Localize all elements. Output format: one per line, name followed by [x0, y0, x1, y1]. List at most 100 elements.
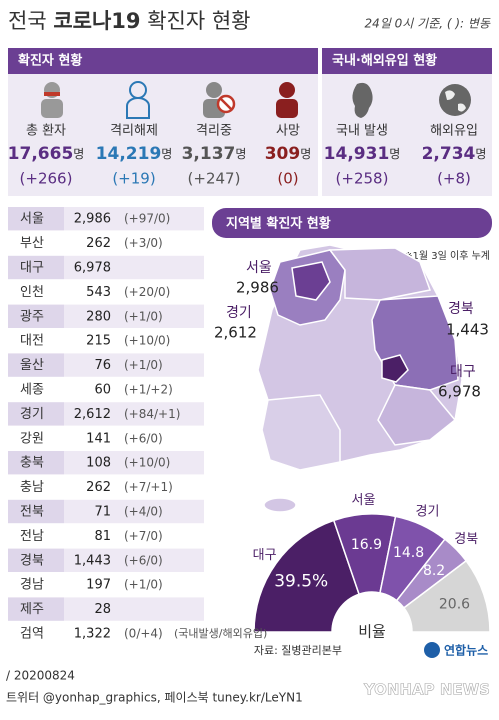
region-name: 경남: [20, 578, 44, 593]
region-name: 서울: [20, 212, 44, 227]
region-change: (+1/+2): [124, 383, 173, 397]
stat-unit: 명: [300, 147, 311, 161]
donut-category: 경기: [415, 505, 439, 520]
icon-released: [126, 81, 150, 119]
map-region-value: 6,978: [438, 383, 481, 401]
row-band: [64, 548, 204, 572]
region-total: 2,986: [74, 212, 111, 227]
region-change: (+6/0): [124, 553, 163, 567]
stat-change: (+258): [336, 170, 389, 188]
region-total: 215: [86, 334, 111, 349]
region-total: 543: [86, 285, 111, 300]
region-name: 대전: [20, 334, 44, 349]
stat-change: (+247): [188, 170, 241, 188]
title: 전국 코로나19 확진자 현황: [8, 9, 250, 33]
stat-value: 17,665명: [8, 144, 85, 164]
row-band: [64, 499, 204, 524]
row-band: [8, 402, 64, 426]
title-part: 전국: [8, 9, 53, 33]
donut-value: 8.2: [423, 563, 445, 579]
row-band: [8, 207, 64, 231]
watermark: YONHAP NEWS: [363, 681, 490, 699]
region-total: 141: [86, 431, 111, 446]
region-name: 경기: [20, 407, 44, 422]
region-change: (+1/0): [124, 309, 163, 323]
row-band: [64, 451, 204, 475]
row-band: [8, 353, 64, 377]
donut-segment: [402, 559, 491, 633]
region-total: 71: [94, 505, 111, 520]
stat-value: 3,137명: [182, 144, 247, 164]
stat-unit: 명: [161, 147, 172, 161]
region-total: 76: [94, 358, 111, 373]
region-change: (+4/0): [124, 505, 163, 519]
map-region-value: 1,443: [446, 321, 489, 339]
region-name: 제주: [20, 602, 44, 617]
stat-label: 국내 발생: [336, 124, 388, 139]
region-change: (+6/0): [124, 431, 163, 445]
donut-value: 39.5%: [274, 571, 328, 591]
source: 자료: 질병관리본부: [254, 644, 342, 657]
map-region-name: 경기: [226, 305, 252, 321]
region-name: 강원: [20, 431, 44, 446]
stat-change: (+266): [20, 170, 73, 188]
donut-category: 서울: [352, 493, 376, 508]
icon-patient: [41, 82, 63, 118]
donut-category: 대구: [253, 548, 277, 563]
region-total: 81: [94, 529, 111, 544]
region-total: 28: [94, 602, 111, 617]
logo: 연합뉴스: [444, 643, 488, 658]
donut-value: 14.8: [393, 545, 424, 561]
region-name: 부산: [20, 236, 44, 251]
region-name: 인천: [20, 285, 44, 300]
region-name: 광주: [20, 309, 44, 324]
donut-value: 20.6: [439, 596, 470, 612]
stat-number: 14,219: [96, 144, 162, 164]
region-change: (+10/0): [124, 456, 170, 470]
map-region-name: 서울: [246, 260, 272, 276]
row-band: [8, 304, 64, 328]
region-name: 전북: [20, 505, 44, 520]
sns: 트위터 @yonhap_graphics, 페이스북 tuney.kr/LeYN…: [6, 691, 303, 705]
region-change: (+10/0): [124, 334, 170, 348]
stat-label: 총 환자: [26, 124, 66, 139]
region-change: (+3/0): [124, 236, 163, 250]
basis: 24일 0시 기준, ( ): 변동: [365, 17, 491, 31]
stat-number: 17,665: [8, 144, 74, 164]
region-name: 울산: [20, 358, 44, 373]
region-change: (+1/0): [124, 578, 163, 592]
stat-unit: 명: [475, 147, 486, 161]
stat-value: 2,734명: [422, 144, 487, 164]
row-band: [64, 207, 204, 231]
stat-unit: 명: [389, 147, 400, 161]
icon-korea: [352, 82, 373, 118]
stat-number: 2,734: [422, 144, 476, 164]
region-change: (0/+4): [124, 627, 163, 641]
region-change: (+97/0): [124, 212, 170, 226]
donut-center: 비율: [358, 623, 386, 641]
stat-value: 309명: [265, 144, 312, 164]
map: [257, 244, 463, 513]
region-name: 전남: [20, 529, 44, 544]
panel-title: 확진자 현황: [18, 53, 82, 69]
stat-change: (0): [277, 170, 298, 188]
row-band: [64, 304, 204, 328]
region-total: 262: [86, 236, 111, 251]
row-band: [64, 597, 204, 621]
region-name: 충북: [20, 456, 44, 471]
panel-title: 국내·해외유입 현황: [332, 53, 437, 69]
row-band: [8, 255, 64, 280]
region-total: 108: [86, 456, 111, 471]
stat-change: (+19): [112, 170, 155, 188]
region-name: 충남: [20, 480, 44, 495]
stat-label: 사망: [276, 124, 300, 139]
stat-number: 309: [265, 144, 301, 164]
date: / 20200824: [6, 669, 75, 683]
stat-number: 3,137: [182, 144, 236, 164]
stat-value: 14,931명: [324, 144, 401, 164]
map-region-name: 대구: [450, 364, 476, 380]
title-part: 코로나19: [53, 9, 140, 33]
row-band: [64, 353, 204, 377]
row-band: [8, 451, 64, 475]
